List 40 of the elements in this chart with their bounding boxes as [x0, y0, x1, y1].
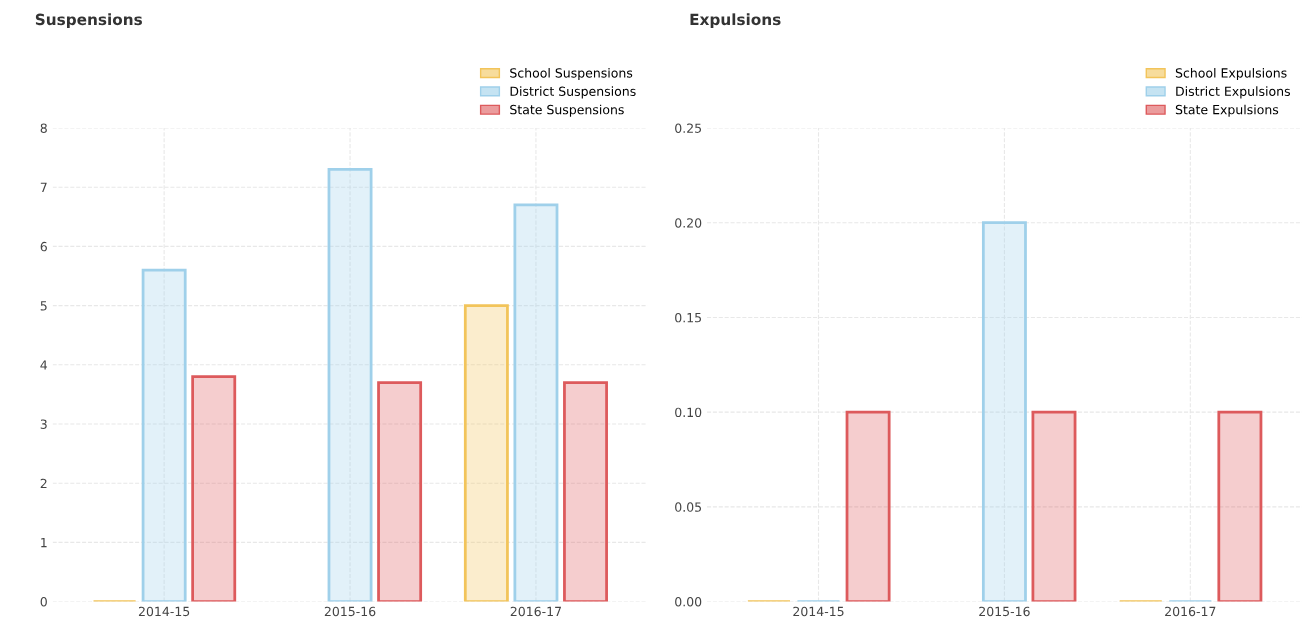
x-tick-label: 2015-16 [979, 606, 1030, 617]
y-tick-label: 0.25 [675, 123, 702, 133]
bar [981, 221, 1027, 602]
y-tick-label: 0 [40, 597, 47, 607]
legend-label: School Expulsions [1175, 67, 1287, 81]
bar [377, 381, 423, 602]
bar [563, 381, 608, 602]
y-tick-label: 6 [40, 241, 47, 252]
y-tick-label: 5 [40, 301, 47, 311]
y-tick-label: 0.15 [675, 312, 702, 323]
y-tick-label: 1 [41, 538, 47, 548]
bar [845, 410, 891, 602]
y-tick-label: 3 [40, 419, 47, 429]
y-tick-label: 8 [40, 123, 47, 133]
bar [191, 375, 237, 602]
y-tick-label: 4 [40, 360, 48, 370]
bar [327, 168, 373, 602]
bar [141, 268, 187, 602]
bar [463, 304, 509, 602]
y-tick-label: 0.05 [675, 502, 702, 512]
legend-label: State Expulsions [1175, 104, 1279, 117]
y-tick-label: 0.00 [675, 597, 702, 607]
x-tick-label: 2014-15 [138, 606, 190, 617]
y-tick-label: 0.10 [675, 407, 702, 418]
bar [1031, 410, 1077, 602]
y-tick-label: 7 [40, 182, 47, 192]
legend-label: School Suspensions [510, 67, 633, 81]
x-tick-label: 2016-17 [510, 606, 561, 617]
legend-label: State Suspensions [510, 104, 624, 117]
x-tick-label: 2015-16 [324, 606, 376, 617]
chart-title: Expulsions [690, 13, 781, 29]
y-tick-label: 0.20 [675, 218, 702, 228]
legend-label: District Suspensions [510, 86, 636, 99]
y-tick-label: 2 [40, 478, 47, 488]
bar [513, 203, 559, 602]
legend-label: District Expulsions [1176, 86, 1290, 99]
chart-title: Suspensions [35, 13, 142, 29]
x-tick-label: 2016-17 [1165, 606, 1216, 617]
x-tick-label: 2014-15 [793, 606, 844, 617]
bar [1217, 410, 1263, 602]
